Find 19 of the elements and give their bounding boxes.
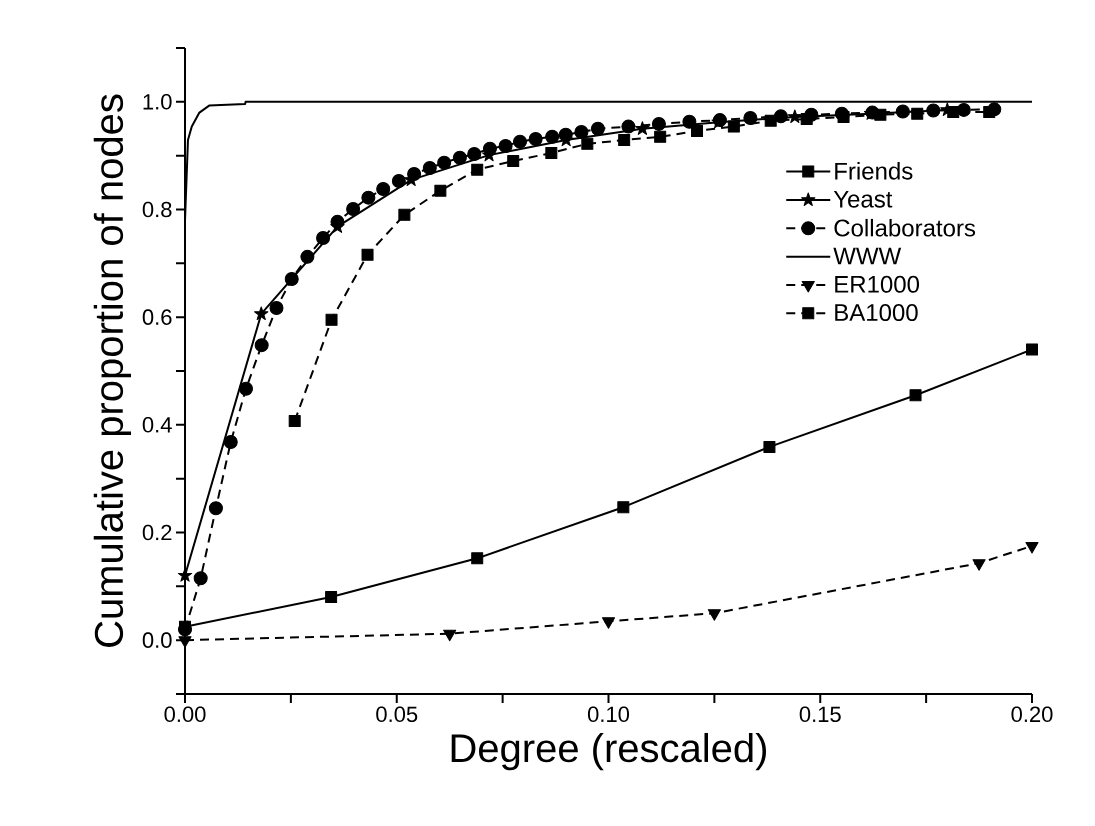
legend-label: Yeast [833,190,893,208]
x-axis-title: Degree (rescaled) [451,732,766,771]
legend-label: Friends [835,162,913,180]
x-tick-label: 0.20 [1011,706,1053,723]
y-axis-title: Cumulative proportion of nodes [93,94,132,647]
legend-label: ER1000 [835,275,920,293]
y-tick-label: 0.8 [142,201,172,218]
y-tick-label: 1.0 [143,94,172,110]
x-tick-label: 0.15 [799,706,841,723]
y-tick-label: 0.0 [142,632,172,648]
x-tick-label: 0.00 [164,706,206,723]
x-tick-label: 0.10 [587,706,630,723]
y-tick-label: 0.4 [142,417,172,433]
y-tick-label: 0.2 [142,524,172,541]
legend-label: WWW [833,247,902,265]
legend-label: BA1000 [835,304,918,322]
legend-label: Collaborators [834,218,976,237]
x-tick-label: 0.05 [376,706,418,723]
y-tick-label: 0.6 [142,309,172,325]
